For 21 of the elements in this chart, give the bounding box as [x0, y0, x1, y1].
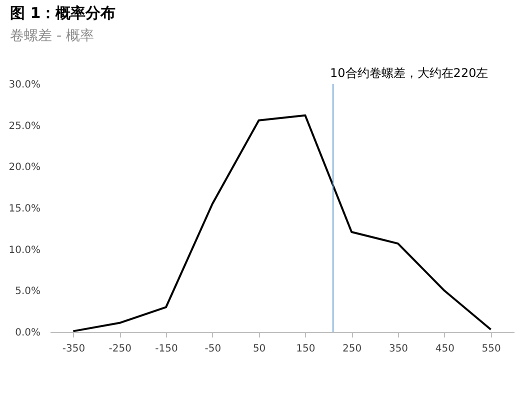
- y-tick-label: 15.0%: [8, 204, 40, 214]
- x-tick-label: 250: [342, 344, 362, 354]
- x-tick-label: 150: [296, 344, 316, 354]
- x-tick-label: 50: [252, 344, 266, 354]
- y-tick-label: 10.0%: [8, 244, 40, 256]
- x-tick-label: -150: [155, 344, 178, 354]
- ref-line-label: 10合约卷螺差，大约在220左: [330, 66, 488, 80]
- y-tick-label: 25.0%: [8, 120, 40, 132]
- x-tick-label: -350: [62, 344, 86, 354]
- line-series: [72, 114, 492, 332]
- y-tick-label: 20.0%: [8, 162, 40, 174]
- y-tick-label: 5.0%: [15, 286, 40, 298]
- x-tick-label: -50: [204, 344, 222, 354]
- x-tick-label: 450: [435, 344, 454, 354]
- y-tick-label: 30.0%: [8, 80, 40, 90]
- x-tick-label: 550: [482, 344, 501, 354]
- x-tick-label: -250: [108, 344, 132, 354]
- chart-subtitle: 卷螺差 - 概率: [10, 28, 94, 44]
- chart-title: 图 1：概率分布: [10, 4, 116, 22]
- y-tick-label: 0.0%: [15, 328, 40, 338]
- x-tick-label: 350: [388, 344, 408, 354]
